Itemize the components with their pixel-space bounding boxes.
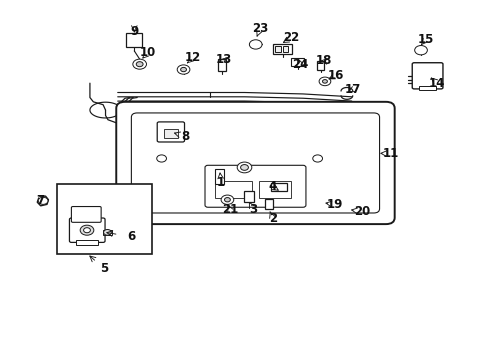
- Text: 16: 16: [327, 69, 344, 82]
- Text: 2: 2: [268, 212, 276, 225]
- Bar: [57, 184, 152, 253]
- Bar: [215, 181, 251, 198]
- Text: 9: 9: [130, 25, 138, 38]
- Bar: [271, 183, 286, 191]
- Text: 11: 11: [382, 147, 398, 160]
- FancyBboxPatch shape: [411, 63, 442, 89]
- Text: 12: 12: [185, 51, 201, 64]
- Bar: [316, 60, 324, 69]
- Text: 8: 8: [181, 130, 189, 143]
- Bar: [282, 46, 288, 51]
- Text: 4: 4: [267, 180, 276, 193]
- Text: 10: 10: [140, 46, 156, 59]
- Circle shape: [322, 80, 327, 83]
- Circle shape: [177, 65, 189, 74]
- Text: 5: 5: [100, 262, 108, 275]
- Circle shape: [249, 40, 262, 49]
- Text: 14: 14: [428, 77, 445, 90]
- Text: 18: 18: [315, 54, 331, 67]
- Text: 15: 15: [417, 33, 433, 46]
- Bar: [272, 44, 292, 54]
- Circle shape: [312, 155, 322, 162]
- Bar: [217, 59, 226, 71]
- Bar: [103, 230, 112, 234]
- Circle shape: [103, 229, 111, 235]
- FancyBboxPatch shape: [116, 102, 394, 224]
- Circle shape: [80, 225, 94, 235]
- Text: 6: 6: [127, 230, 135, 243]
- FancyBboxPatch shape: [204, 165, 305, 207]
- Text: 7: 7: [37, 194, 44, 207]
- Bar: [243, 191, 254, 202]
- Text: 23: 23: [251, 22, 268, 35]
- Bar: [259, 181, 290, 198]
- Circle shape: [237, 162, 251, 173]
- FancyBboxPatch shape: [69, 218, 105, 242]
- Text: 21: 21: [221, 203, 238, 216]
- Circle shape: [133, 59, 146, 69]
- Text: 24: 24: [291, 58, 307, 71]
- FancyBboxPatch shape: [157, 122, 184, 142]
- Circle shape: [240, 165, 248, 170]
- FancyBboxPatch shape: [71, 207, 101, 222]
- Bar: [163, 129, 177, 138]
- Circle shape: [180, 67, 186, 72]
- Circle shape: [414, 45, 427, 55]
- Bar: [290, 58, 304, 66]
- Bar: [264, 199, 272, 209]
- Text: 19: 19: [326, 198, 342, 211]
- Bar: [126, 33, 142, 47]
- Text: 1: 1: [217, 176, 224, 189]
- Circle shape: [221, 195, 233, 204]
- Bar: [215, 169, 224, 184]
- Circle shape: [224, 198, 230, 202]
- FancyBboxPatch shape: [131, 113, 379, 213]
- Bar: [418, 86, 435, 90]
- Text: 3: 3: [249, 203, 257, 216]
- Circle shape: [83, 228, 90, 233]
- Circle shape: [157, 155, 166, 162]
- Bar: [76, 240, 98, 244]
- Circle shape: [319, 77, 330, 86]
- Text: 20: 20: [354, 205, 370, 218]
- Text: 13: 13: [216, 53, 232, 66]
- Text: 17: 17: [344, 83, 360, 96]
- Text: 22: 22: [282, 31, 298, 45]
- Circle shape: [38, 197, 48, 204]
- Circle shape: [136, 62, 143, 67]
- Bar: [274, 46, 280, 51]
